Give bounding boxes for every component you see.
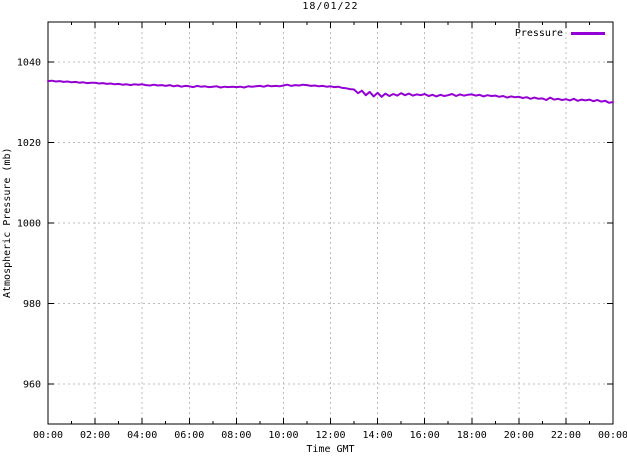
y-tick-label: 980	[23, 299, 41, 310]
x-tick-label: 14:00	[363, 430, 393, 441]
y-tick-label: 960	[23, 379, 41, 390]
x-tick-label: 16:00	[410, 430, 440, 441]
pressure-line	[47, 79, 614, 104]
y-tick-label: 1040	[17, 58, 41, 69]
x-tick-label: 02:00	[80, 430, 110, 441]
x-tick-label: 00:00	[598, 430, 627, 441]
x-axis-label: Time GMT	[306, 444, 355, 455]
y-tick-label: 1020	[17, 138, 41, 149]
y-axis-label: Atmospheric Pressure (mb)	[2, 147, 13, 299]
legend-line-sample	[571, 32, 605, 35]
legend-label: Pressure	[514, 28, 563, 39]
x-tick-label: 20:00	[504, 430, 534, 441]
chart-title: 18/01/22	[302, 1, 359, 12]
x-tick-label: 10:00	[268, 430, 298, 441]
x-tick-label: 22:00	[551, 430, 581, 441]
y-tick-label: 1000	[17, 219, 41, 230]
x-tick-label: 04:00	[127, 430, 157, 441]
x-tick-label: 18:00	[457, 430, 487, 441]
x-tick-label: 08:00	[221, 430, 251, 441]
legend: Pressure	[515, 28, 605, 39]
x-tick-label: 06:00	[174, 430, 204, 441]
x-tick-label: 12:00	[315, 430, 345, 441]
x-tick-label: 00:00	[33, 430, 63, 441]
